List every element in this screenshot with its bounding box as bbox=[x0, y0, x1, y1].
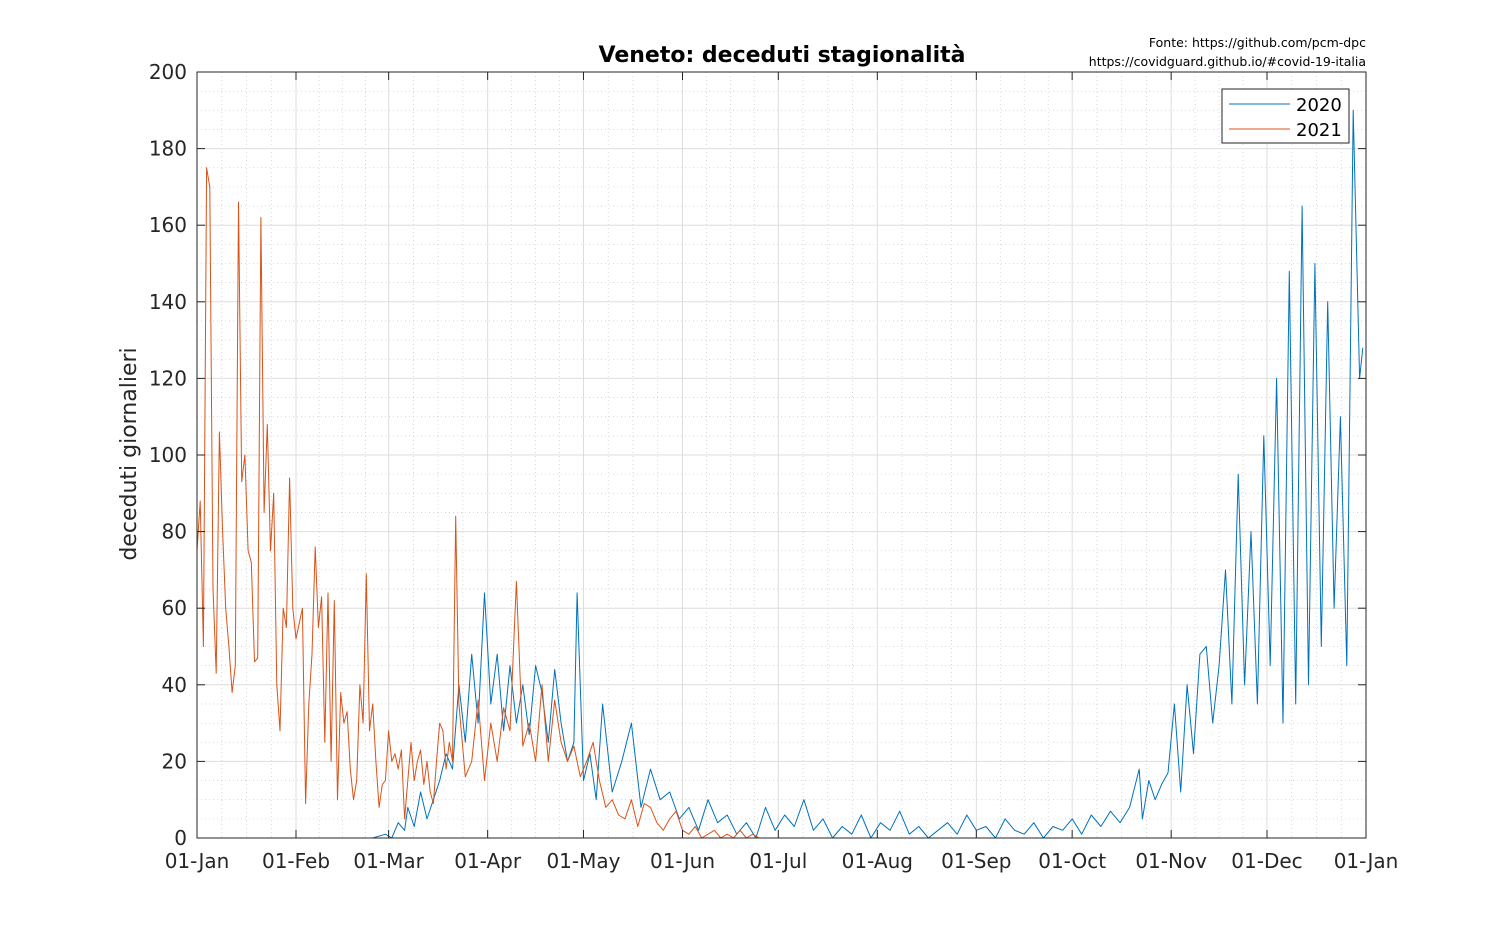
x-tick-label: 01-Aug bbox=[842, 849, 913, 873]
y-tick-label: 80 bbox=[162, 520, 187, 544]
x-tick-label: 01-Jan bbox=[165, 849, 230, 873]
minor-grid bbox=[197, 72, 1366, 838]
x-tick-label: 01-Sep bbox=[941, 849, 1011, 873]
y-tick-label: 140 bbox=[149, 290, 187, 314]
x-tick-label: 01-Nov bbox=[1135, 849, 1207, 873]
x-tick-label: 01-Jul bbox=[749, 849, 807, 873]
legend-label-2020: 2020 bbox=[1296, 95, 1342, 116]
x-tick-label: 01-Jan bbox=[1334, 849, 1399, 873]
y-tick-label: 200 bbox=[149, 60, 187, 84]
y-tick-label: 120 bbox=[149, 366, 187, 390]
ticks-layer bbox=[196, 71, 1367, 839]
y-tick-label: 160 bbox=[149, 213, 187, 237]
legend: 2020 2021 bbox=[1221, 88, 1350, 144]
x-tick-label: 01-Mar bbox=[353, 849, 424, 873]
x-tick-label: 01-Apr bbox=[454, 849, 522, 873]
legend-box bbox=[1221, 88, 1350, 144]
y-tick-label: 0 bbox=[174, 826, 187, 850]
x-tick-label: 01-Feb bbox=[262, 849, 330, 873]
y-tick-label: 20 bbox=[162, 749, 187, 773]
series-line-2021 bbox=[196, 167, 772, 839]
y-axis-label: deceduti giornalieri bbox=[117, 347, 142, 560]
x-tick-labels: 01-Jan 01-Feb 01-Mar 01-Apr 01-May 01-Jun 01-J… bbox=[165, 849, 1399, 873]
y-tick-label: 180 bbox=[149, 137, 187, 161]
source-line-1: Fonte: https://github.com/pcm-dpc bbox=[1149, 35, 1366, 50]
x-tick-label: 01-May bbox=[546, 849, 620, 873]
y-tick-label: 60 bbox=[162, 596, 187, 620]
y-tick-label: 40 bbox=[162, 673, 187, 697]
x-tick-label: 01-Oct bbox=[1038, 849, 1106, 873]
legend-label-2021: 2021 bbox=[1296, 120, 1342, 141]
y-tick-label: 100 bbox=[149, 443, 187, 467]
chart-title: Veneto: deceduti stagionalità bbox=[599, 43, 966, 68]
source-line-2: https://covidguard.github.io/#covid-19-i… bbox=[1089, 54, 1366, 69]
x-tick-label: 01-Dec bbox=[1231, 849, 1302, 873]
y-tick-labels: 0 20 40 60 80 100 120 140 160 180 200 bbox=[149, 60, 187, 850]
x-tick-label: 01-Jun bbox=[650, 849, 715, 873]
